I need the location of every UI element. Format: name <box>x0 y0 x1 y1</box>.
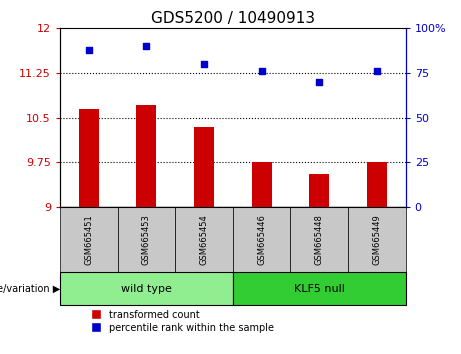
Point <box>200 61 207 67</box>
Point <box>85 47 92 53</box>
Bar <box>175 207 233 273</box>
Title: GDS5200 / 10490913: GDS5200 / 10490913 <box>151 11 315 26</box>
Text: wild type: wild type <box>121 284 172 294</box>
Bar <box>348 207 406 273</box>
Bar <box>367 162 387 207</box>
Text: KLF5 null: KLF5 null <box>294 284 345 294</box>
Bar <box>118 207 175 273</box>
Bar <box>79 109 99 207</box>
Text: genotype/variation ▶: genotype/variation ▶ <box>0 284 60 294</box>
Point <box>315 79 323 85</box>
Text: GSM665448: GSM665448 <box>315 214 324 265</box>
Point <box>258 68 266 74</box>
Bar <box>194 127 214 207</box>
Text: GSM665451: GSM665451 <box>84 215 93 265</box>
Point <box>373 68 381 74</box>
Bar <box>290 207 348 273</box>
Bar <box>252 162 272 207</box>
Text: GSM665453: GSM665453 <box>142 214 151 265</box>
Bar <box>233 207 290 273</box>
Bar <box>60 207 118 273</box>
Legend: transformed count, percentile rank within the sample: transformed count, percentile rank withi… <box>82 306 278 337</box>
Bar <box>233 273 406 305</box>
Bar <box>60 273 233 305</box>
Point <box>142 43 150 49</box>
Text: GSM665446: GSM665446 <box>257 214 266 265</box>
Text: GSM665454: GSM665454 <box>200 215 208 265</box>
Bar <box>309 174 329 207</box>
Text: GSM665449: GSM665449 <box>372 215 381 265</box>
Bar <box>136 104 156 207</box>
